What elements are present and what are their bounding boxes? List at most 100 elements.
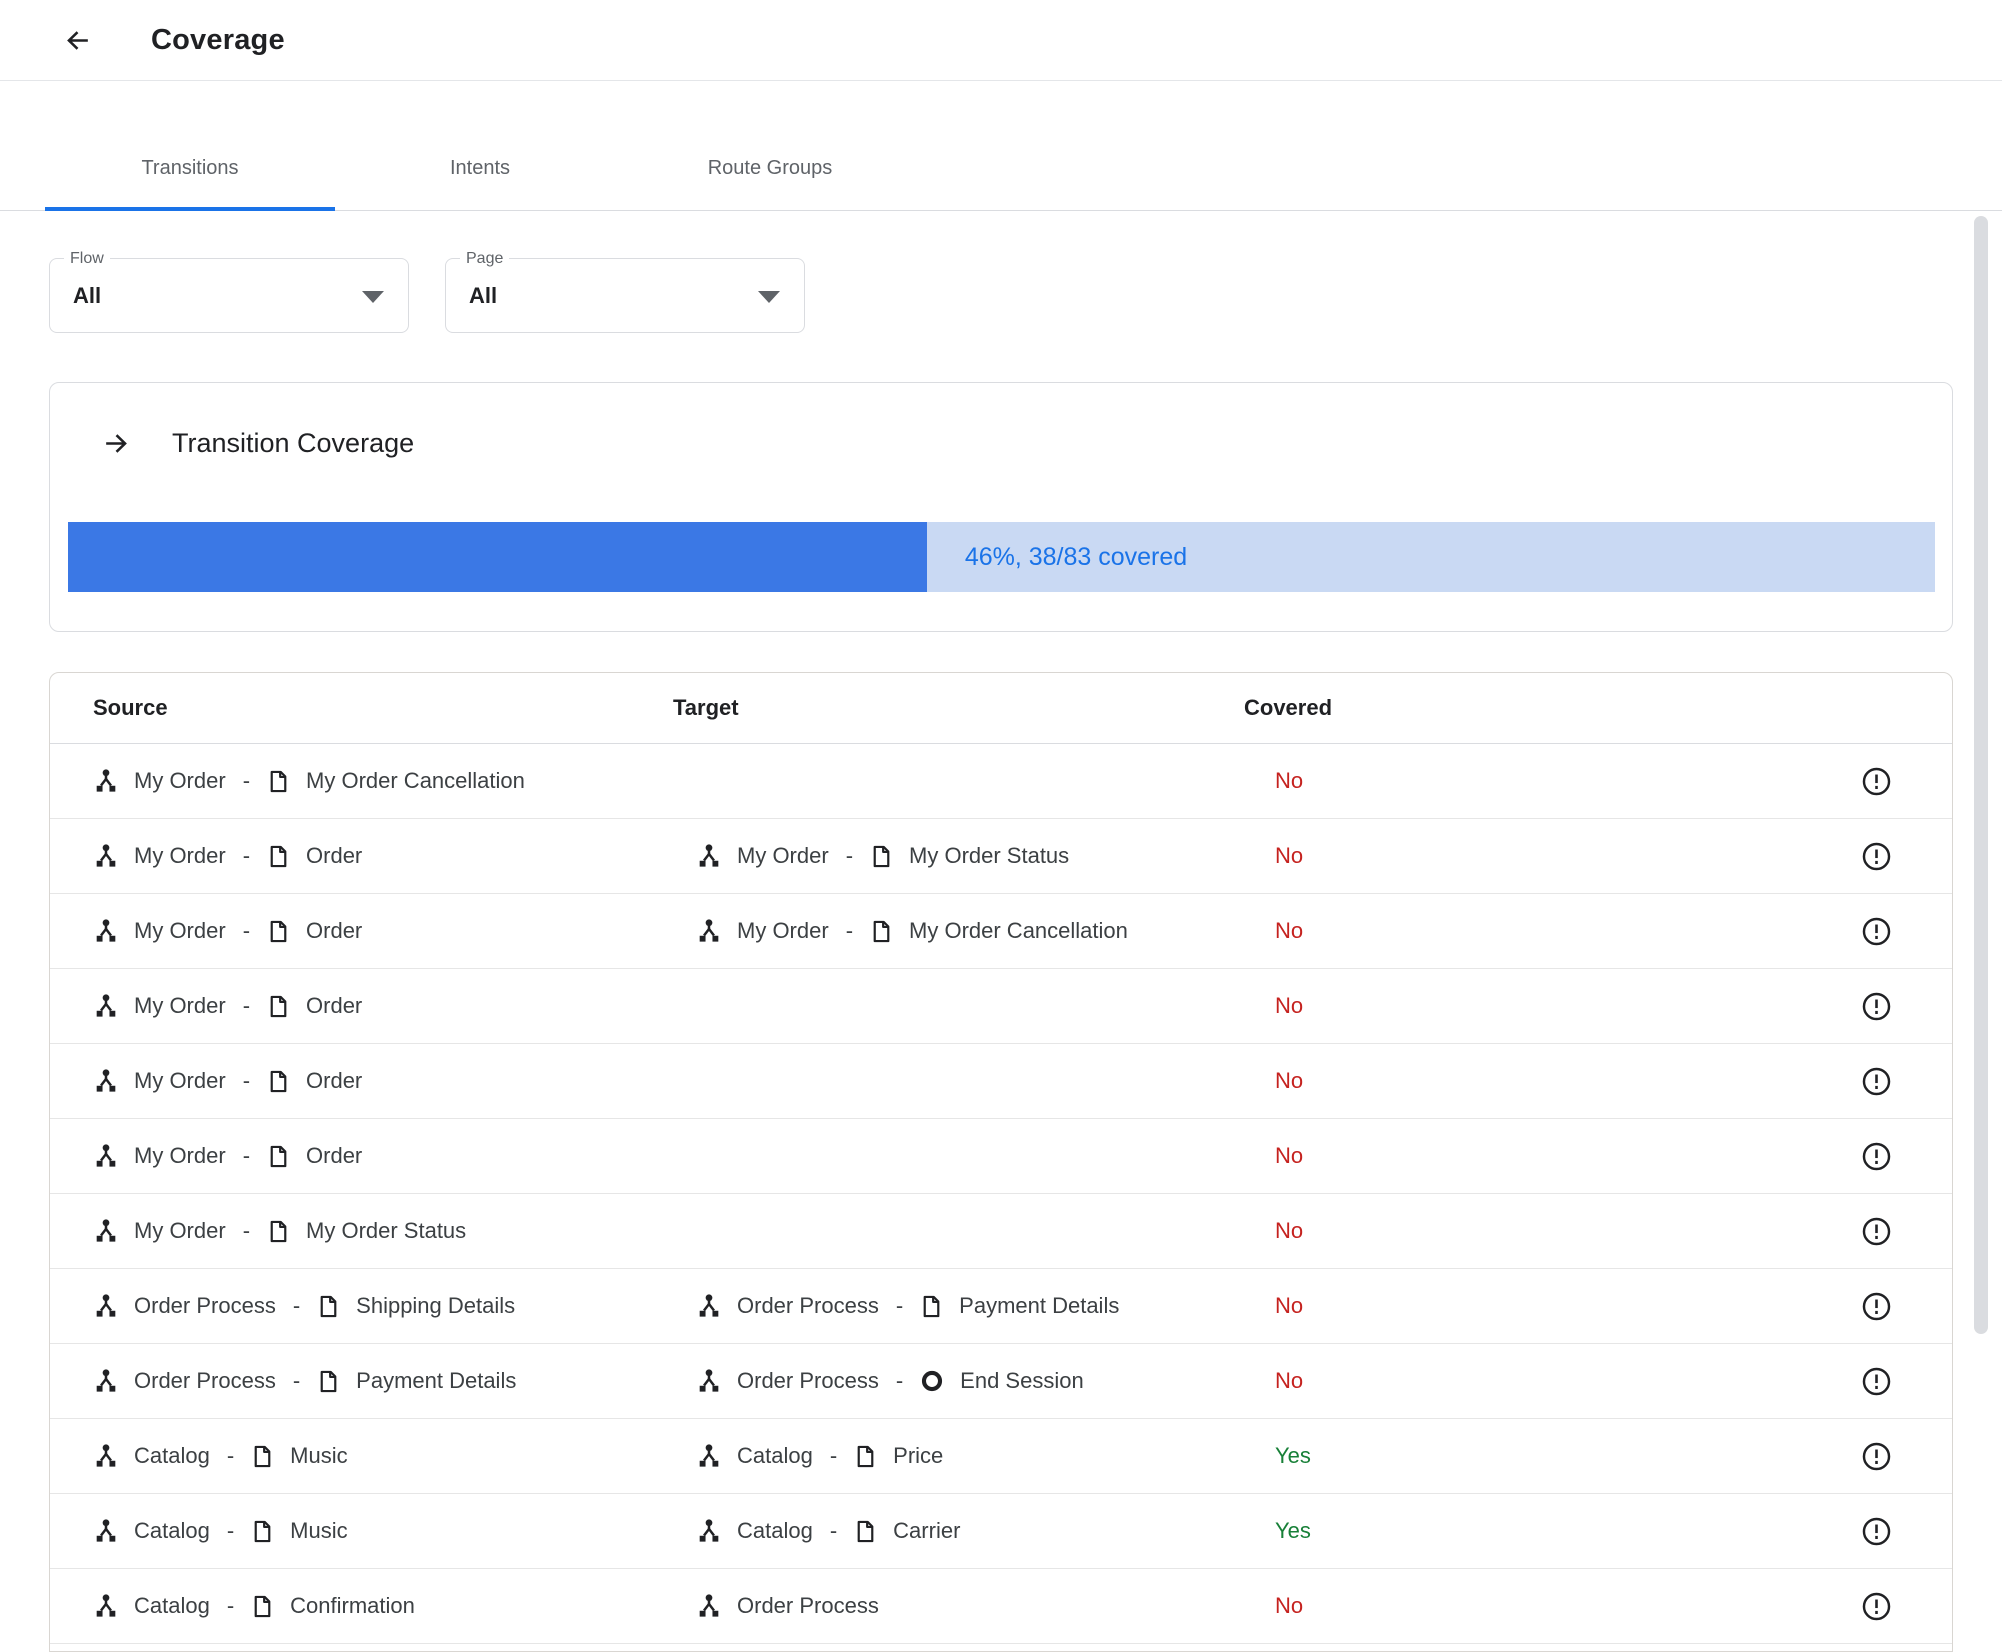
flow-name: My Order (134, 1218, 226, 1243)
page-icon (266, 843, 291, 870)
page-icon (250, 1518, 275, 1545)
source-cell: Order Process - Shipping Details (93, 1293, 673, 1320)
table-row: My Order - Order My Order - My Order Cance… (50, 894, 1952, 969)
flow-icon (696, 1368, 722, 1394)
covered-value: No (1275, 918, 1304, 943)
dash-separator: - (226, 1593, 235, 1618)
page-name: Confirmation (290, 1593, 415, 1618)
alert-circle-icon (1861, 1366, 1892, 1397)
dash-separator: - (292, 1368, 301, 1393)
page-name: Payment Details (356, 1368, 517, 1393)
flow-name: Order Process (737, 1293, 879, 1318)
page-icon (869, 918, 894, 945)
row-info-button[interactable] (1861, 766, 1892, 797)
row-info-button[interactable] (1861, 841, 1892, 872)
dash-separator: - (829, 1518, 838, 1543)
row-info-button[interactable] (1861, 916, 1892, 947)
page-icon (853, 1443, 878, 1470)
flow-select-label: Flow (64, 249, 110, 269)
flow-icon (93, 1518, 119, 1544)
flow-name: Catalog (134, 1518, 210, 1543)
flow-icon (93, 993, 119, 1019)
column-header-covered: Covered (1244, 695, 1333, 720)
dash-separator: - (226, 1518, 235, 1543)
dash-separator: - (242, 993, 251, 1018)
transition-coverage-card: Transition Coverage 46%, 38/83 covered (49, 382, 1953, 632)
row-info-button[interactable] (1861, 1366, 1892, 1397)
column-header-source: Source (93, 695, 168, 720)
page-name: Carrier (893, 1518, 961, 1543)
source-cell: My Order - Order (93, 1068, 673, 1095)
row-info-button[interactable] (1861, 1066, 1892, 1097)
source-cell: Catalog - Confirmation (93, 1593, 673, 1620)
flow-icon (696, 1593, 722, 1619)
row-info-button[interactable] (1861, 1291, 1892, 1322)
flow-name: My Order (134, 918, 226, 943)
alert-circle-icon (1861, 841, 1892, 872)
covered-value: Yes (1275, 1518, 1311, 1543)
tab-transitions[interactable]: Transitions (45, 157, 335, 211)
table-row: My Order - Order No (50, 1044, 1952, 1119)
source-cell: Order Process - Payment Details (93, 1368, 673, 1395)
row-info-button[interactable] (1861, 1516, 1892, 1547)
row-info-button[interactable] (1861, 1216, 1892, 1247)
page-icon (250, 1443, 275, 1470)
page-icon (266, 1068, 291, 1095)
dash-separator: - (845, 843, 854, 868)
alert-circle-icon (1861, 1291, 1892, 1322)
vertical-scrollbar-thumb[interactable] (1974, 216, 1988, 1334)
covered-value: No (1275, 843, 1304, 868)
page-icon (266, 918, 291, 945)
flow-icon (93, 768, 119, 794)
flow-name: My Order (737, 918, 829, 943)
page-name: Payment Details (959, 1293, 1120, 1318)
covered-value: No (1275, 1068, 1304, 1093)
page-icon (266, 1218, 291, 1245)
dash-separator: - (845, 918, 854, 943)
flow-icon (696, 918, 722, 944)
covered-value: No (1275, 1143, 1304, 1168)
back-button[interactable] (60, 23, 94, 57)
alert-circle-icon (1861, 991, 1892, 1022)
flow-name: My Order (737, 843, 829, 868)
flow-name: Order Process (134, 1293, 276, 1318)
flow-icon (93, 1293, 119, 1319)
target-cell: Order Process - End Session (673, 1368, 1244, 1394)
target-cell: My Order - My Order Status (673, 843, 1244, 870)
filter-bar: Flow All Page All (49, 249, 2002, 333)
flow-icon (93, 918, 119, 944)
page-icon (853, 1518, 878, 1545)
dash-separator: - (242, 1068, 251, 1093)
row-info-button[interactable] (1861, 991, 1892, 1022)
source-cell: My Order - My Order Status (93, 1218, 673, 1245)
flow-icon (93, 1368, 119, 1394)
flow-name: Catalog (134, 1443, 210, 1468)
dash-separator: - (242, 1143, 251, 1168)
tab-route-groups[interactable]: Route Groups (707, 157, 833, 179)
flow-name: Order Process (737, 1368, 879, 1393)
page-select[interactable]: Page All (445, 249, 805, 333)
page-icon (250, 1593, 275, 1620)
flow-icon (93, 843, 119, 869)
flow-name: My Order (134, 993, 226, 1018)
table-row: My Order - My Order Cancellation No (50, 744, 1952, 819)
tab-intents[interactable]: Intents (449, 157, 511, 179)
flow-name: My Order (134, 768, 226, 793)
flow-select[interactable]: Flow All (49, 249, 409, 333)
row-info-button[interactable] (1861, 1591, 1892, 1622)
flow-icon (93, 1593, 119, 1619)
page-icon (266, 768, 291, 795)
dash-separator: - (895, 1368, 904, 1393)
arrow-right-icon (101, 428, 132, 459)
end-session-icon (919, 1368, 945, 1394)
flow-name: Order Process (134, 1368, 276, 1393)
caret-down-icon (758, 290, 780, 303)
target-cell: Order Process (673, 1593, 1244, 1619)
row-info-button[interactable] (1861, 1441, 1892, 1472)
page-icon (266, 1143, 291, 1170)
row-info-button[interactable] (1861, 1141, 1892, 1172)
dash-separator: - (226, 1443, 235, 1468)
app-header: Coverage (0, 0, 2002, 81)
page-name: Shipping Details (356, 1293, 516, 1318)
alert-circle-icon (1861, 916, 1892, 947)
